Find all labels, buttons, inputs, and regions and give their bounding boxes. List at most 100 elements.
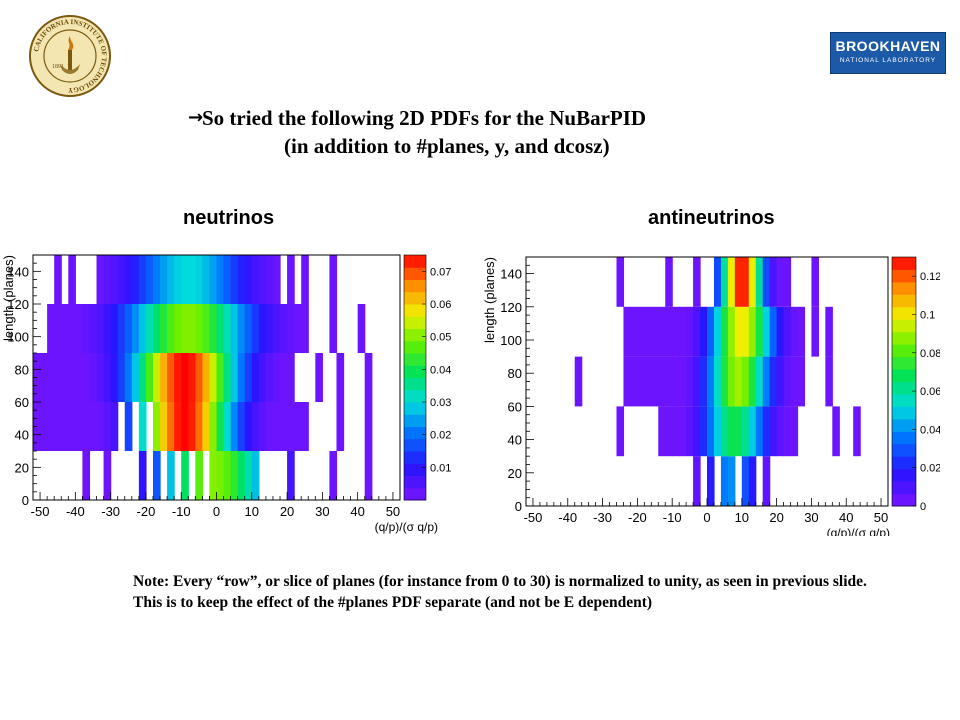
heatmap-bin [727,306,736,357]
colorbar-segment [404,279,426,293]
colorbar-segment [404,316,426,329]
heatmap-bin [131,304,140,353]
heatmap-bin [251,353,260,402]
heatmap-bin [700,356,708,407]
heatmap-bin [181,451,189,500]
heatmap-bin [693,306,701,357]
heatmap-bin [287,304,295,353]
heatmap-bin [188,402,196,451]
x-axis-label: (q/p)/(σ q/p) [827,526,890,536]
heatmap-bin [209,304,218,353]
x-tick-label: 20 [280,504,294,519]
colorbar-segment [892,481,916,495]
heatmap-bin [138,255,147,304]
heatmap-bin [174,402,182,451]
y-tick-label: 20 [508,466,522,481]
heatmap-bin [209,451,218,500]
heatmap-bin [216,353,225,402]
colorbar-segment [892,257,916,270]
neutrinos-heatmap: -50 -40 -30 -20 -10 0 10 20 30 40 50 0 20 40 60 80 100 12… [1,254,451,534]
heatmap-bin [223,451,232,500]
heatmap-bin [237,255,246,304]
heatmap-bin [364,402,373,451]
heatmap-bin [216,402,225,451]
y-tick-label: 0 [22,493,29,508]
colorbar-tick-label: 0.07 [430,266,451,278]
heatmap-bin [145,255,154,304]
heatmap-bin [707,356,715,407]
heatmap-bin [734,257,743,307]
y-tick-label: 100 [500,333,522,348]
heatmap-bin [82,451,91,500]
colorbar-segment [892,319,916,333]
heatmap-bin [853,406,861,457]
heatmap-bin [797,306,806,357]
caltech-seal-year: 1891 [52,64,64,70]
heatmap-bin [707,406,715,457]
colorbar-tick-label: 0.08 [920,348,940,360]
heatmap-bin [251,402,260,451]
heatmap-bin [258,353,267,402]
heatmap-bin [124,402,133,451]
y-tick-label: 120 [7,297,29,312]
heatmap-bin [167,451,175,500]
title-line-2: (in addition to #planes, y, and dcosz) [284,134,610,158]
heatmap-bin [68,402,76,451]
heatmap-bin [167,402,175,451]
colorbar-tick-label: 0.1 [920,309,935,321]
bnl-logo-sub-text: NATIONAL LABORATORY [839,57,937,64]
heatmap-bin [574,356,583,407]
colorbar-segment [892,431,916,445]
y-tick-label: 40 [508,433,522,448]
heatmap-bin [720,306,729,357]
colorbar-segment [892,443,916,457]
heatmap-bin [272,402,281,451]
heatmap-bin [188,304,196,353]
heatmap-bin [265,304,274,353]
heatmap-bin [755,406,764,457]
colorbar-segment [404,353,426,366]
x-tick-label: 30 [315,504,329,519]
x-tick-label: -50 [31,504,50,519]
heatmap-bin [117,353,126,402]
heatmap-bin [364,353,373,402]
heatmap-bin [54,255,62,304]
heatmap-bin [727,456,736,506]
heatmap-bin [244,255,253,304]
heatmap-bin [209,255,218,304]
colorbar-segment [404,438,426,452]
heatmap-bin [89,402,98,451]
slide-note: Note: Every “row”, or slice of planes (f… [133,573,867,611]
heatmap-bin [230,402,239,451]
heatmap-bin [160,255,168,304]
colorbar-segment [404,451,426,464]
heatmap-bin [138,402,147,451]
heatmap-bin [138,304,147,353]
heatmap-bin [216,255,225,304]
heatmap-bin [230,451,239,500]
heatmap-bin [776,406,785,457]
y-tick-label: 120 [500,300,522,315]
heatmap-bin [96,304,105,353]
y-tick-label: 0 [515,499,522,514]
colorbar-tick-label: 0.04 [920,424,940,436]
heatmap-bin [103,304,112,353]
heatmap-bin [637,356,645,407]
heatmap-bin [811,257,819,307]
heatmap-bin [329,304,338,353]
heatmap-bin [47,402,55,451]
heatmap-bin [616,406,625,457]
colorbar-tick-label: 0.05 [430,332,451,344]
heatmap-bin [280,402,288,451]
antineutrinos-heatmap: -50 -40 -30 -20 -10 0 10 20 30 40 50 0 20 40 60 80 100 12… [482,256,940,536]
heatmap-bin [244,304,253,353]
heatmap-bin [68,304,76,353]
heatmap-bin [329,451,338,500]
heatmap-bin [272,255,281,304]
heatmap-bin [223,353,232,402]
heatmap-bin [131,255,140,304]
heatmap-bin [251,255,260,304]
heatmap-bin [287,451,295,500]
heatmap-bin [693,257,701,307]
heatmap-bin [96,402,105,451]
